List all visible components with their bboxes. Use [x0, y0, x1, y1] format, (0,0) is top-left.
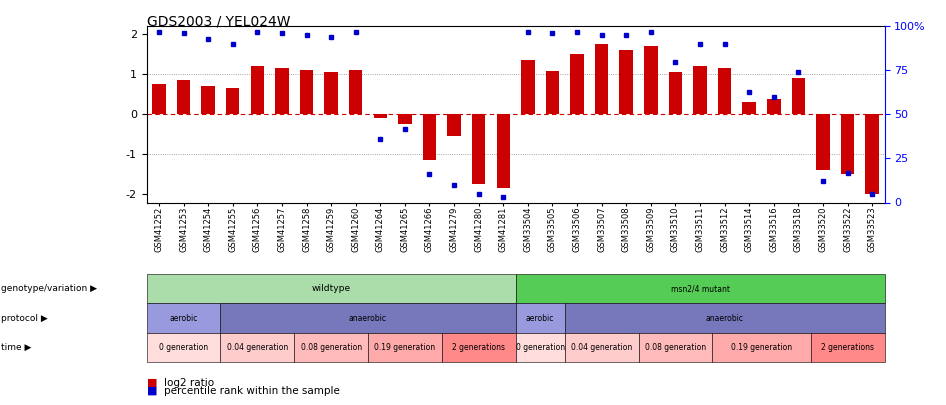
- Text: msn2/4 mutant: msn2/4 mutant: [671, 284, 729, 293]
- Text: 0.08 generation: 0.08 generation: [645, 343, 706, 352]
- Text: anaerobic: anaerobic: [349, 313, 387, 323]
- Text: 2 generations: 2 generations: [821, 343, 874, 352]
- Bar: [767, 99, 780, 115]
- Bar: [398, 115, 412, 124]
- Bar: [349, 70, 362, 115]
- Bar: [251, 66, 264, 115]
- Bar: [620, 50, 633, 115]
- Bar: [595, 44, 608, 115]
- Text: anaerobic: anaerobic: [706, 313, 744, 323]
- Text: 0 generation: 0 generation: [159, 343, 208, 352]
- Bar: [152, 84, 166, 115]
- Text: 0.08 generation: 0.08 generation: [301, 343, 361, 352]
- Text: aerobic: aerobic: [526, 313, 554, 323]
- Bar: [644, 46, 657, 115]
- Text: genotype/variation ▶: genotype/variation ▶: [1, 284, 96, 293]
- Bar: [201, 85, 215, 115]
- Bar: [177, 80, 190, 115]
- Text: ■: ■: [147, 377, 157, 388]
- Text: ■: ■: [147, 386, 157, 396]
- Bar: [693, 66, 707, 115]
- Bar: [546, 71, 559, 115]
- Text: GDS2003 / YEL024W: GDS2003 / YEL024W: [147, 14, 290, 28]
- Bar: [792, 78, 805, 115]
- Bar: [447, 115, 461, 136]
- Bar: [423, 115, 436, 160]
- Bar: [521, 60, 534, 115]
- Bar: [226, 88, 239, 115]
- Bar: [718, 68, 731, 115]
- Text: 0.19 generation: 0.19 generation: [731, 343, 792, 352]
- Bar: [300, 70, 313, 115]
- Bar: [275, 68, 289, 115]
- Bar: [816, 115, 830, 171]
- Text: log2 ratio: log2 ratio: [164, 377, 214, 388]
- Text: aerobic: aerobic: [169, 313, 198, 323]
- Text: protocol ▶: protocol ▶: [1, 313, 47, 323]
- Text: percentile rank within the sample: percentile rank within the sample: [164, 386, 340, 396]
- Text: time ▶: time ▶: [1, 343, 31, 352]
- Bar: [472, 115, 485, 185]
- Text: wildtype: wildtype: [311, 284, 351, 293]
- Bar: [866, 115, 879, 194]
- Text: 0.04 generation: 0.04 generation: [571, 343, 632, 352]
- Bar: [669, 72, 682, 115]
- Bar: [841, 115, 854, 175]
- Text: 0.19 generation: 0.19 generation: [375, 343, 435, 352]
- Bar: [324, 72, 338, 115]
- Bar: [497, 115, 510, 188]
- Text: 0.04 generation: 0.04 generation: [227, 343, 288, 352]
- Text: 0 generation: 0 generation: [516, 343, 565, 352]
- Bar: [374, 115, 387, 117]
- Bar: [570, 54, 584, 115]
- Bar: [743, 102, 756, 115]
- Text: 2 generations: 2 generations: [452, 343, 505, 352]
